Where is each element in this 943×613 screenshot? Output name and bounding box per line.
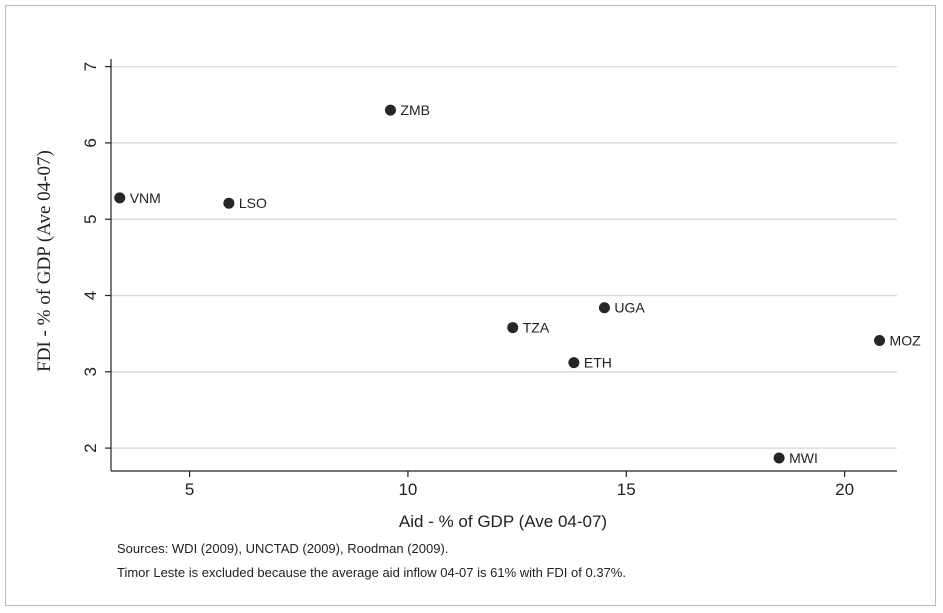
y-tick-label-3: 3	[81, 367, 100, 376]
x-tick-label-20: 20	[835, 480, 854, 499]
point-lso	[223, 197, 235, 209]
x-axis-title: Aid - % of GDP (Ave 04-07)	[399, 512, 607, 531]
point-label-tza: TZA	[523, 320, 550, 336]
exclusion-note: Timor Leste is excluded because the aver…	[117, 565, 626, 580]
y-axis-title: FDI - % of GDP (Ave 04-07)	[34, 150, 55, 372]
point-label-zmb: ZMB	[400, 102, 430, 118]
point-moz	[874, 335, 886, 347]
tick-labels: 2 3 4 5 6 7 5 10 15 20	[81, 62, 854, 499]
x-tick-label-5: 5	[185, 480, 194, 499]
y-tick-label-6: 6	[81, 138, 100, 147]
point-label-lso: LSO	[239, 195, 267, 211]
point-zmb	[384, 104, 396, 116]
point-label-mwi: MWI	[789, 450, 818, 466]
point-label-uga: UGA	[614, 300, 645, 316]
sources-note: Sources: WDI (2009), UNCTAD (2009), Rood…	[117, 541, 449, 556]
point-mwi	[773, 452, 785, 464]
data-points: VNM LSO ZMB TZA UGA ETH MWI MOZ	[114, 102, 921, 466]
chart-frame	[5, 5, 936, 606]
point-eth	[568, 357, 580, 369]
x-tick-label-10: 10	[398, 480, 417, 499]
point-label-vnm: VNM	[130, 190, 161, 206]
y-tick-label-2: 2	[81, 443, 100, 452]
y-tick-label-4: 4	[81, 291, 100, 300]
x-tick-label-15: 15	[617, 480, 636, 499]
point-tza	[507, 322, 519, 334]
point-uga	[598, 302, 610, 314]
y-tick-label-5: 5	[81, 214, 100, 223]
point-label-eth: ETH	[584, 355, 612, 371]
y-tick-label-7: 7	[81, 62, 100, 71]
point-label-moz: MOZ	[890, 333, 922, 349]
axes	[105, 59, 897, 477]
grid-lines	[111, 65, 897, 449]
point-vnm	[114, 192, 126, 204]
